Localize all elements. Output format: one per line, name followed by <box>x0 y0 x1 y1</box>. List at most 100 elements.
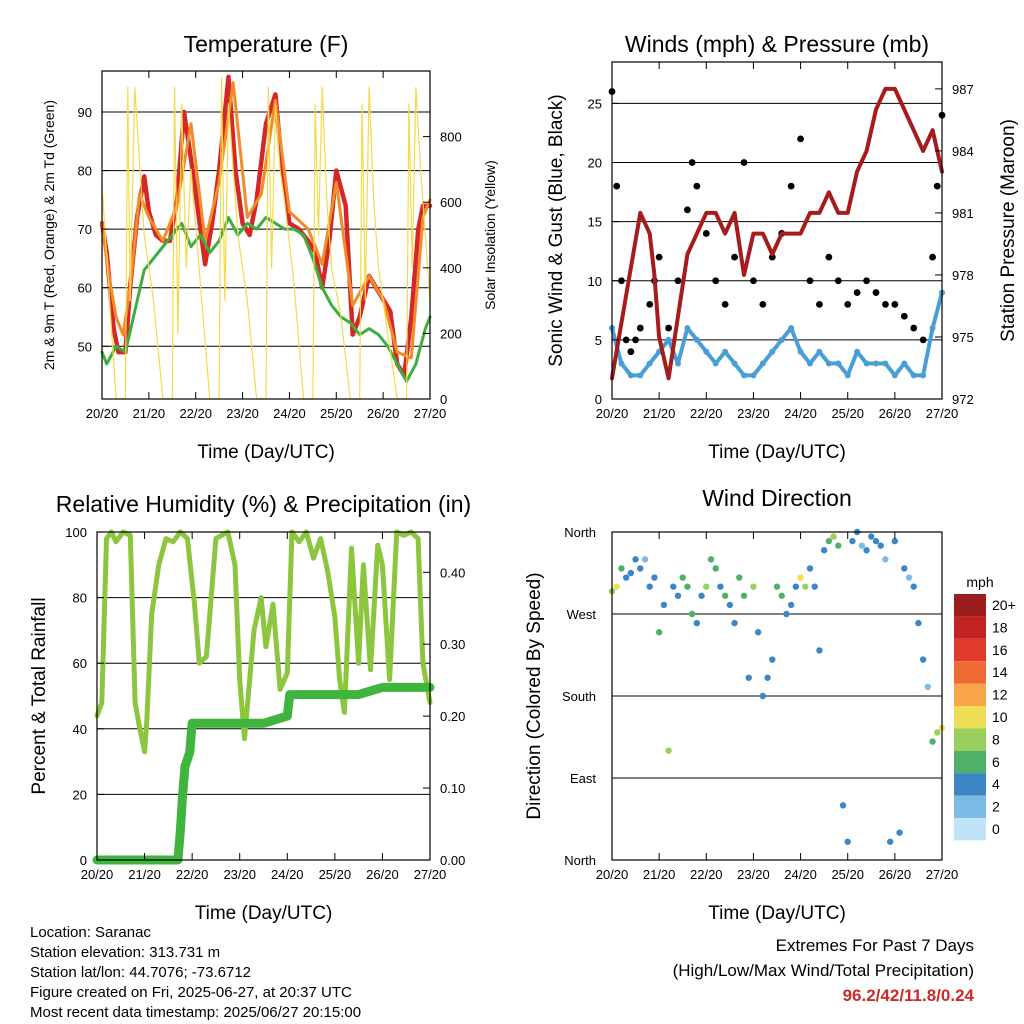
direction-point <box>717 583 724 590</box>
colorbar-swatch <box>954 728 986 751</box>
x-tick-label: 21/20 <box>643 406 676 421</box>
gust-point <box>618 277 625 285</box>
gust-point <box>816 301 823 308</box>
direction-point <box>693 619 701 627</box>
recent-timestamp-text: Most recent data timestamp: 2025/06/27 2… <box>30 1004 362 1021</box>
x-tick-label: 26/20 <box>366 867 399 882</box>
x-tick-label: 25/20 <box>319 867 352 882</box>
direction-point <box>929 738 936 745</box>
direction-point <box>919 656 927 663</box>
extremes-block: Extremes For Past 7 Days (High/Low/Max W… <box>673 933 974 1008</box>
y-right-tick-label: 975 <box>952 330 974 345</box>
direction-point <box>787 601 795 609</box>
colorbar-swatch <box>954 773 986 796</box>
series-direction <box>608 528 946 845</box>
gust-point <box>768 253 776 261</box>
gust-point <box>929 253 936 261</box>
direction-point <box>773 583 781 590</box>
x-tick-label: 24/20 <box>784 406 817 421</box>
direction-point <box>703 583 710 590</box>
gust-point <box>731 253 738 261</box>
colorbar-label: 18 <box>992 619 1008 635</box>
gust-point <box>693 182 701 190</box>
y-tick-label: 40 <box>73 722 87 737</box>
y-right-tick-label: 0.40 <box>440 565 465 580</box>
direction-point <box>750 583 757 590</box>
x-tick-label: 24/20 <box>273 406 306 421</box>
direction-point <box>759 692 767 700</box>
colorbar-label: 14 <box>992 664 1008 680</box>
direction-point <box>886 838 894 845</box>
series-9m-t <box>100 81 432 360</box>
direction-point <box>712 565 719 572</box>
gust-point <box>627 348 635 356</box>
colorbar-title: mph <box>966 574 993 590</box>
direction-point <box>769 656 776 663</box>
direction-point <box>896 829 903 836</box>
gust-point <box>740 159 748 166</box>
direction-point <box>684 583 691 590</box>
colorbar-swatch <box>954 706 986 729</box>
x-tick-label: 22/20 <box>690 867 723 882</box>
gust-point <box>853 289 861 296</box>
gust-point <box>750 277 757 285</box>
y-right-tick-label: 0.20 <box>440 709 465 724</box>
gust-point <box>674 277 682 285</box>
y-right-tick-label: 978 <box>952 268 974 283</box>
x-tick-label: 25/20 <box>831 406 864 421</box>
x-tick-label: 23/20 <box>737 406 770 421</box>
colorbar-swatch <box>954 638 986 662</box>
gust-point <box>759 301 767 308</box>
x-tick-label: 27/20 <box>414 406 447 421</box>
direction-point <box>731 619 738 627</box>
elevation-text: Station elevation: 313.731 m <box>30 944 221 961</box>
y-tick-label: North <box>564 853 596 868</box>
colorbar-label: 4 <box>992 776 1000 792</box>
direction-point <box>698 592 705 599</box>
y-right-tick-label: 0.30 <box>440 637 465 652</box>
direction-point <box>868 533 875 540</box>
chart-2: Winds (mph) & Pressure (mb) Time (Day/UTC… <box>546 31 1019 463</box>
gust-point <box>646 301 654 308</box>
plot-frame <box>611 531 943 861</box>
y-axis-label: 2m & 9m T (Red, Orange) & 2m Td (Green) <box>41 100 57 370</box>
x-tick-label: 22/20 <box>176 867 209 882</box>
location-text: Location: Saranac <box>30 924 151 941</box>
x-tick-label: 25/20 <box>320 406 353 421</box>
extremes-values: 96.2/42/11.8/0.24 <box>842 986 974 1005</box>
y-tick-label: 80 <box>78 164 92 179</box>
direction-point <box>674 592 682 599</box>
gust-point <box>613 182 621 190</box>
direction-point <box>905 574 913 581</box>
direction-point <box>726 601 734 609</box>
y-tick-label: 10 <box>588 274 602 289</box>
gust-point <box>665 324 672 332</box>
latlon-text: Station lat/lon: 44.7076; -73.6712 <box>30 964 252 981</box>
x-tick-label: 20/20 <box>86 406 119 421</box>
direction-point <box>764 674 771 681</box>
colorbar-label: 0 <box>992 821 1000 837</box>
direction-point <box>778 592 785 599</box>
y-tick-label: North <box>564 525 596 540</box>
direction-point <box>825 537 833 545</box>
extremes-subtitle: (High/Low/Max Wind/Total Precipitation) <box>672 961 974 980</box>
colorbar-swatch <box>954 795 986 818</box>
direction-point <box>835 542 842 549</box>
x-tick-label: 23/20 <box>223 867 256 882</box>
series-relative-humidity <box>94 529 433 755</box>
direction-point <box>740 592 748 599</box>
direction-point <box>839 802 847 809</box>
series-line <box>101 76 431 400</box>
direction-point <box>915 619 922 627</box>
station-info: Location: Saranac Station elevation: 313… <box>30 923 361 1023</box>
gust-point <box>933 182 941 190</box>
gust-point <box>712 277 720 285</box>
x-tick-label: 27/20 <box>414 867 447 882</box>
x-tick-label: 26/20 <box>879 406 912 421</box>
x-tick-label: 21/20 <box>133 406 166 421</box>
y-tick-label: 5 <box>595 333 602 348</box>
gust-point <box>863 277 870 285</box>
direction-point <box>891 537 899 545</box>
series-solar-insolation <box>101 76 431 400</box>
gust-point <box>806 277 814 285</box>
